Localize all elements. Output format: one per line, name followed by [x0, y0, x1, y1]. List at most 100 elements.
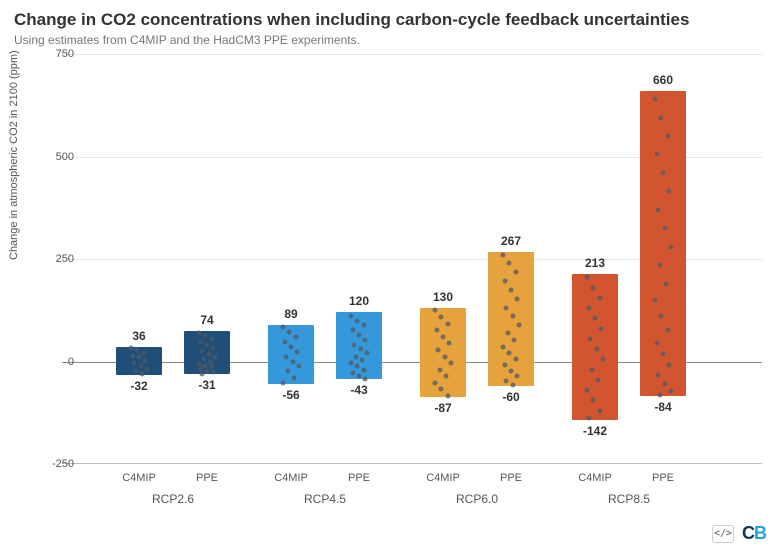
- bar-bottom-label: -60: [502, 390, 519, 404]
- scatter-dot: [201, 357, 206, 362]
- scatter-dot: [197, 330, 202, 335]
- scatter-dot: [653, 298, 658, 303]
- scatter-dot: [662, 381, 667, 386]
- scatter-dot: [206, 352, 211, 357]
- scatter-dot: [361, 367, 366, 372]
- bar-top-label: 74: [200, 313, 213, 327]
- scatter-dot: [353, 354, 358, 359]
- bar: [640, 91, 686, 396]
- bar-sub-label: PPE: [500, 472, 522, 484]
- scatter-dot: [293, 334, 298, 339]
- bar-sub-label: C4MIP: [122, 472, 156, 484]
- scatter-dot: [289, 344, 294, 349]
- scatter-dot: [200, 349, 205, 354]
- scatter-dot: [515, 297, 520, 302]
- scatter-dot: [141, 351, 146, 356]
- bar-bottom-label: -56: [282, 388, 299, 402]
- bar: [268, 325, 314, 384]
- y-tick: -250: [34, 458, 74, 470]
- scatter-dot: [145, 366, 150, 371]
- scatter-dot: [504, 379, 509, 384]
- scatter-dot: [585, 388, 590, 393]
- scatter-dot: [512, 338, 517, 343]
- scatter-dot: [601, 357, 606, 362]
- scatter-dot: [502, 279, 507, 284]
- scatter-dot: [593, 316, 598, 321]
- bar-top-label: 660: [653, 73, 673, 87]
- scatter-dot: [133, 369, 138, 374]
- scatter-dot: [662, 226, 667, 231]
- scatter-dot: [350, 370, 355, 375]
- bar-bottom-label: -43: [350, 383, 367, 397]
- bar-top-label: 89: [284, 307, 297, 321]
- scatter-dot: [445, 321, 450, 326]
- scatter-dot: [357, 333, 362, 338]
- chart-title: Change in CO2 concentrations when includ…: [14, 10, 689, 30]
- scatter-dot: [667, 362, 672, 367]
- scatter-dot: [667, 189, 672, 194]
- scatter-dot: [661, 170, 666, 175]
- scatter-dot: [140, 371, 145, 376]
- scatter-dot: [586, 416, 591, 421]
- bar-bottom-label: -31: [198, 378, 215, 392]
- scatter-dot: [510, 383, 515, 388]
- scatter-dot: [507, 261, 512, 266]
- scatter-dot: [447, 341, 452, 346]
- group-label: RCP8.5: [608, 492, 650, 506]
- scatter-dot: [656, 372, 661, 377]
- scatter-dot: [208, 359, 213, 364]
- bar-bottom-label: -142: [583, 424, 607, 438]
- scatter-dot: [198, 339, 203, 344]
- scatter-dot: [203, 334, 208, 339]
- scatter-dot: [517, 322, 522, 327]
- scatter-dot: [361, 323, 366, 328]
- scatter-dot: [295, 349, 300, 354]
- scatter-dot: [591, 398, 596, 403]
- bar: [420, 308, 466, 397]
- chart-container: Change in CO2 concentrations when includ…: [0, 0, 780, 550]
- scatter-dot: [597, 295, 602, 300]
- scatter-dot: [591, 285, 596, 290]
- scatter-dot: [281, 324, 286, 329]
- cb-logo[interactable]: CB: [742, 523, 766, 544]
- scatter-dot: [358, 347, 363, 352]
- bar-top-label: 130: [433, 290, 453, 304]
- y-tick: 750: [34, 48, 74, 60]
- scatter-dot: [437, 367, 442, 372]
- scatter-dot: [349, 361, 354, 366]
- y-tick: 0: [34, 356, 74, 368]
- scatter-dot: [505, 330, 510, 335]
- scatter-dot: [135, 348, 140, 353]
- bar-sub-label: PPE: [348, 472, 370, 484]
- scatter-dot: [434, 328, 439, 333]
- scatter-dot: [599, 326, 604, 331]
- bar: [488, 252, 534, 386]
- bar-top-label: 120: [349, 294, 369, 308]
- scatter-dot: [211, 370, 216, 375]
- scatter-dot: [143, 358, 148, 363]
- scatter-dot: [138, 363, 143, 368]
- scatter-dot: [501, 252, 506, 257]
- chart-subtitle: Using estimates from C4MIP and the HadCM…: [14, 33, 360, 47]
- bar-bottom-label: -84: [654, 400, 671, 414]
- scatter-dot: [588, 336, 593, 341]
- scatter-dot: [665, 134, 670, 139]
- scatter-dot: [360, 357, 365, 362]
- scatter-dot: [132, 361, 137, 366]
- scatter-dot: [363, 338, 368, 343]
- bar-sub-label: PPE: [196, 472, 218, 484]
- scatter-dot: [297, 364, 302, 369]
- scatter-dot: [137, 355, 142, 360]
- y-axis-label: Change in atmospheric CO2 in 2100 (ppm): [8, 50, 20, 260]
- bar-bottom-label: -32: [130, 379, 147, 393]
- scatter-dot: [504, 306, 509, 311]
- scatter-dot: [441, 334, 446, 339]
- scatter-dot: [439, 387, 444, 392]
- scatter-dot: [433, 380, 438, 385]
- scatter-dot: [436, 348, 441, 353]
- embed-icon[interactable]: </>: [712, 525, 734, 543]
- bar-top-label: 267: [501, 234, 521, 248]
- scatter-dot: [213, 354, 218, 359]
- bar-sub-label: C4MIP: [274, 472, 308, 484]
- scatter-dot: [433, 308, 438, 313]
